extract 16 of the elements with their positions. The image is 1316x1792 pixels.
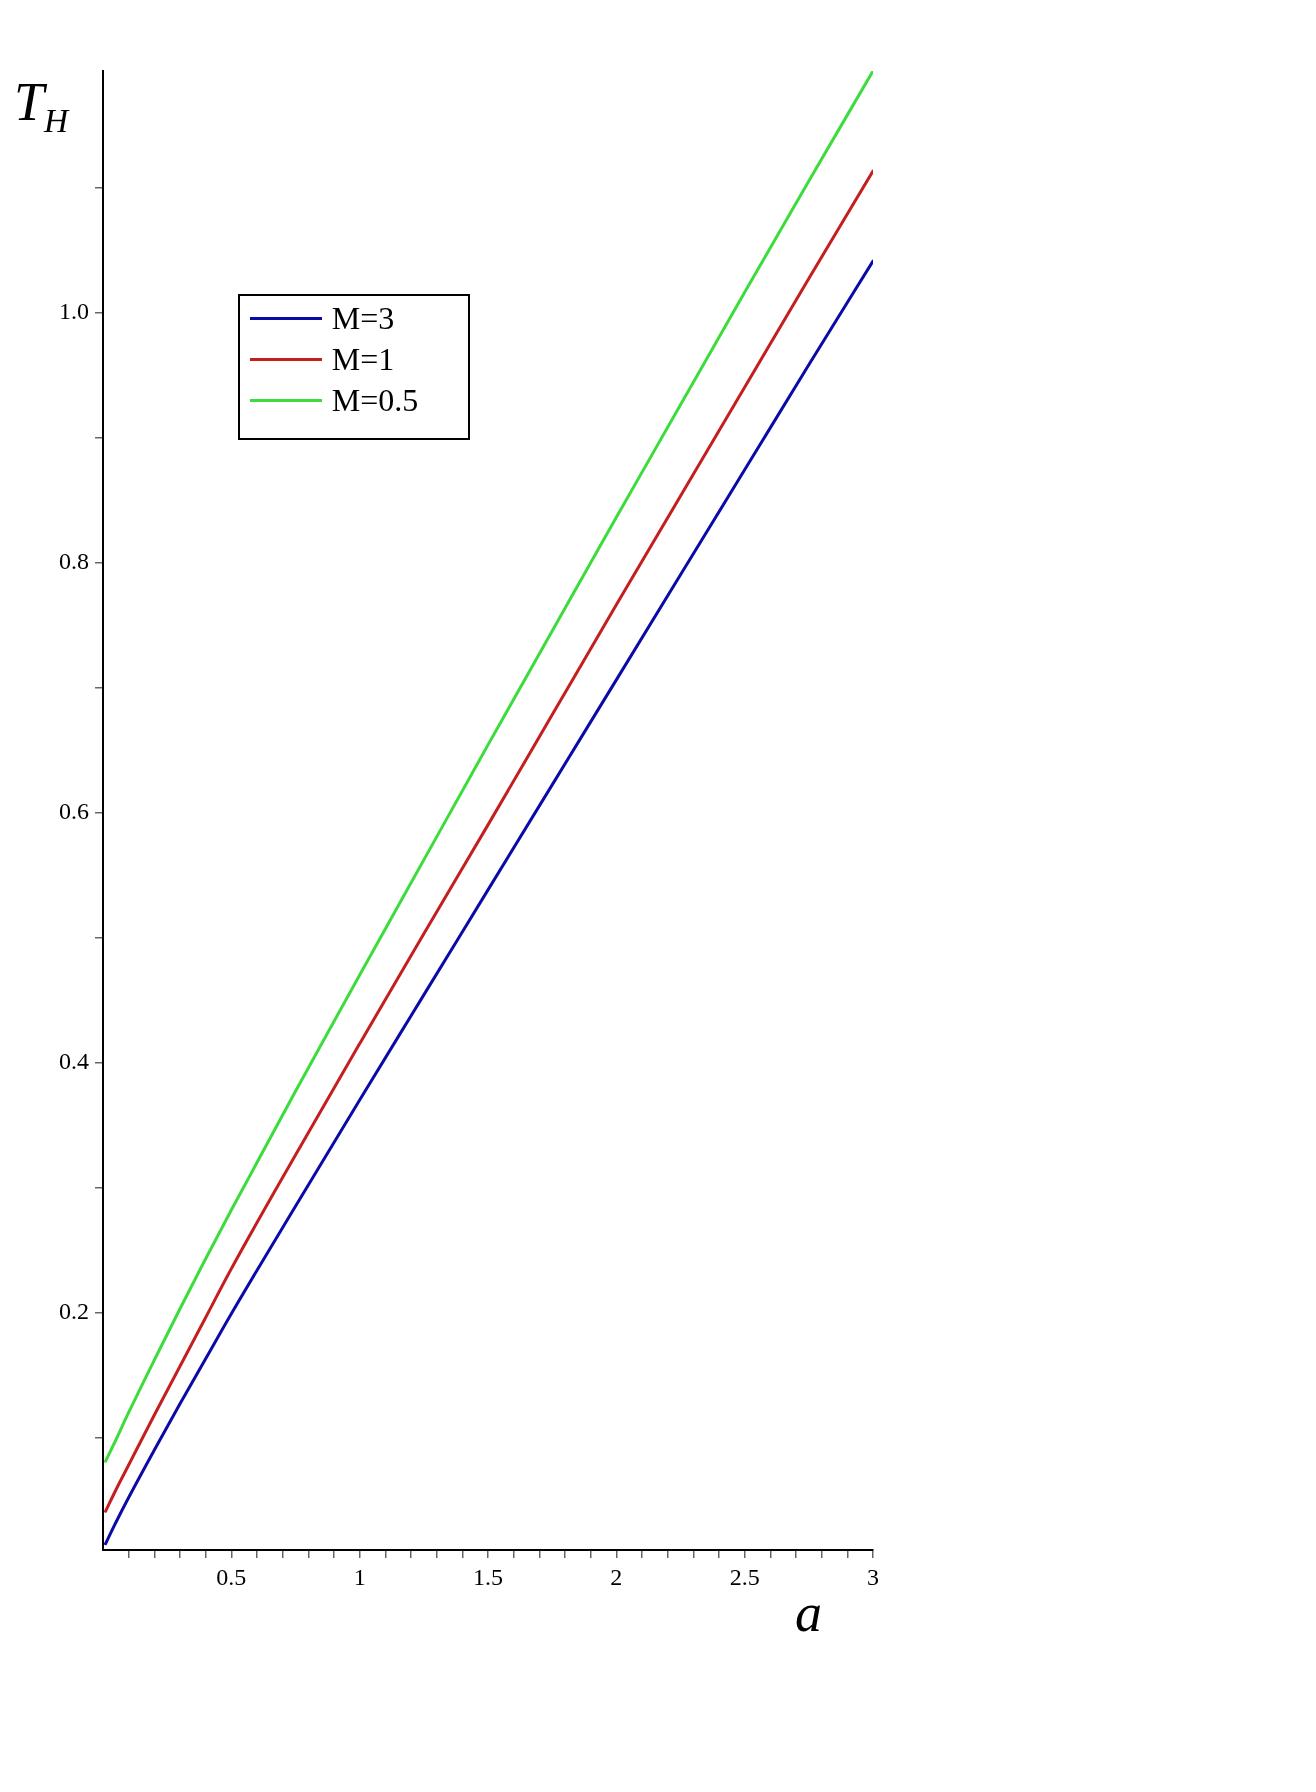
x-tick-label: 2	[610, 1563, 623, 1590]
legend-label: M=1	[331, 341, 395, 379]
legend-label: M=3	[331, 300, 395, 338]
y-tick-label: 1.0	[59, 297, 89, 324]
x-tick-label: 0.5	[216, 1563, 247, 1590]
legend-label: M=0.5	[331, 382, 419, 420]
x-axis-title: a	[795, 1583, 822, 1643]
x-tick-label: 3	[867, 1563, 879, 1590]
x-tick-label: 1.5	[473, 1563, 503, 1590]
x-tick-label: 1	[353, 1563, 366, 1590]
y-tick-label: 0.8	[59, 547, 89, 574]
y-tick-label: 0.6	[59, 797, 89, 824]
x-tick-label: 2.5	[729, 1563, 760, 1590]
y-axis-title: T$_{H}$	[14, 72, 69, 139]
y-tick-label: 0.2	[59, 1297, 89, 1324]
y-tick-label: 0.4	[59, 1047, 89, 1074]
